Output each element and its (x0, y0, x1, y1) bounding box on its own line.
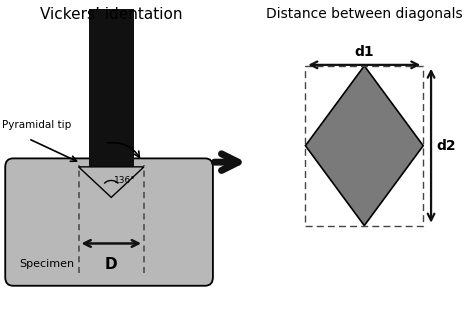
Text: d2: d2 (436, 139, 456, 153)
Text: Vickers’ identation: Vickers’ identation (40, 7, 182, 22)
Text: D: D (105, 257, 118, 272)
Text: 136°: 136° (114, 176, 136, 186)
Text: d1: d1 (355, 45, 374, 59)
Polygon shape (79, 167, 144, 197)
Text: Pyramidal tip: Pyramidal tip (2, 119, 72, 130)
Text: Specimen: Specimen (19, 259, 75, 269)
Text: Distance between diagonals: Distance between diagonals (266, 7, 463, 21)
Polygon shape (305, 66, 423, 226)
Polygon shape (89, 10, 134, 167)
FancyBboxPatch shape (5, 158, 213, 286)
